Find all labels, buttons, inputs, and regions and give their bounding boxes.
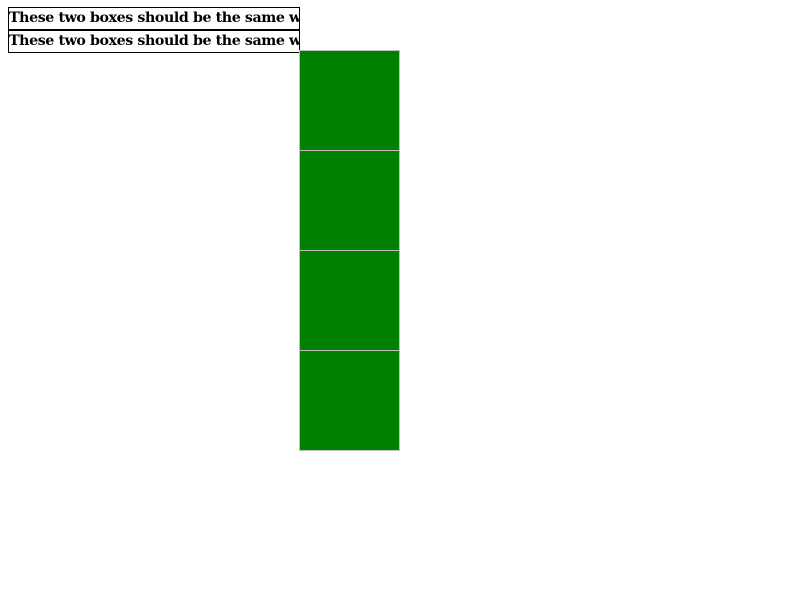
green-block-1	[299, 50, 400, 150]
green-block-4	[299, 350, 400, 451]
test-box-first-text: These two boxes should be the same width…	[9, 10, 300, 26]
green-block-2	[299, 150, 400, 250]
test-box-first: These two boxes should be the same width…	[8, 7, 300, 30]
test-box-second: These two boxes should be the same width…	[8, 30, 300, 53]
test-box-second-text: These two boxes should be the same width…	[9, 33, 300, 49]
green-block-3	[299, 250, 400, 350]
green-block-stack	[299, 50, 400, 451]
